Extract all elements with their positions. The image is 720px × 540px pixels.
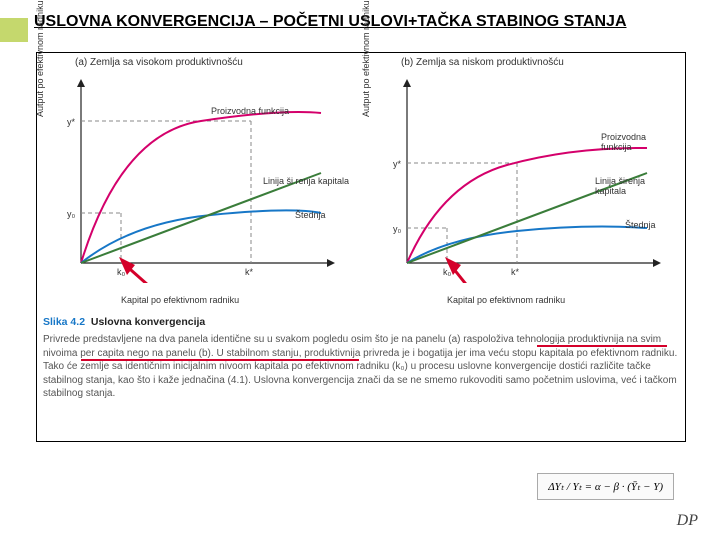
signature: DP — [677, 512, 698, 530]
panel-a-y-label: Autput po efektivnom radniku (y = K/AL) — [35, 0, 45, 117]
panel-b-y-label: Autput po efektivnom radniku (y = K/AL) — [361, 0, 371, 117]
panel-a-title: (a) Zemlja sa visokom produktivnošću — [75, 57, 351, 68]
equation-box: ΔYₜ / Yₜ = α − β · (Ȳₜ − Y) — [537, 473, 674, 500]
red-underline-1 — [81, 359, 359, 361]
panel-a-x-label: Kapital po efektivnom radniku — [121, 295, 239, 305]
red-underline-2 — [537, 345, 667, 347]
panel-b: (b) Zemlja sa niskom produktivnošću Autp… — [367, 57, 677, 307]
caption-title: Slika 4.2 Uslovna konvergencija — [43, 315, 679, 329]
equation-text: ΔYₜ / Yₜ = α − β · (Ȳₜ − Y) — [548, 481, 663, 493]
svg-text:y₀: y₀ — [67, 209, 76, 219]
accent-bar — [0, 18, 28, 42]
y-label-text: Autput po efektivnom radniku — [35, 0, 45, 117]
caption-slika: Slika 4.2 — [43, 316, 85, 328]
panel-a: (a) Zemlja sa visokom produktivnošću Aut… — [41, 57, 351, 307]
label-savings-a: Štednja — [295, 211, 326, 221]
caption-name: Uslovna konvergencija — [91, 316, 205, 328]
svg-text:y₀: y₀ — [393, 224, 402, 234]
label-production-a: Proizvodna funkcija — [211, 107, 289, 117]
svg-text:y*: y* — [67, 117, 76, 127]
label-production-b: Proizvodna funkcija — [601, 133, 677, 153]
svg-text:k*: k* — [511, 267, 520, 277]
figure-box: (a) Zemlja sa visokom produktivnošću Aut… — [36, 52, 686, 442]
caption-text: Privrede predstavljene na dva panela ide… — [43, 333, 679, 401]
y-label-text-b: Autput po efektivnom radniku — [361, 0, 371, 117]
svg-text:y*: y* — [393, 159, 402, 169]
page-title: USLOVNA KONVERGENCIJA – POČETNI USLOVI+T… — [34, 12, 674, 31]
label-capital-a: Linija ši renja kapitala — [263, 177, 349, 187]
figure-caption: Slika 4.2 Uslovna konvergencija Privrede… — [43, 315, 679, 401]
label-capital-b: Linija širenja kapitala — [595, 177, 677, 197]
label-savings-b: Štednja — [625, 221, 656, 231]
panel-b-title: (b) Zemlja sa niskom produktivnošću — [401, 57, 677, 68]
panel-b-x-label: Kapital po efektivnom radniku — [447, 295, 565, 305]
svg-text:k*: k* — [245, 267, 254, 277]
